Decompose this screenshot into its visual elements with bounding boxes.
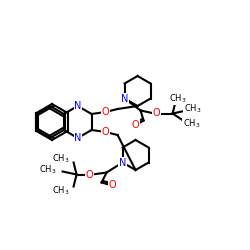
Text: CH$_3$: CH$_3$ [169, 92, 186, 105]
Text: CH$_3$: CH$_3$ [52, 184, 70, 197]
Text: O: O [132, 120, 140, 130]
Text: O: O [109, 180, 116, 190]
Text: CH$_3$: CH$_3$ [183, 117, 200, 130]
Text: O: O [153, 108, 160, 118]
Text: CH$_3$: CH$_3$ [39, 163, 56, 176]
Text: N: N [121, 94, 128, 104]
Text: N: N [74, 133, 82, 143]
Text: O: O [102, 127, 110, 137]
Text: N: N [119, 158, 126, 168]
Text: O: O [86, 170, 94, 179]
Text: CH$_3$: CH$_3$ [52, 152, 70, 165]
Text: CH$_3$: CH$_3$ [184, 102, 201, 115]
Text: N: N [74, 101, 82, 111]
Text: O: O [102, 107, 110, 117]
